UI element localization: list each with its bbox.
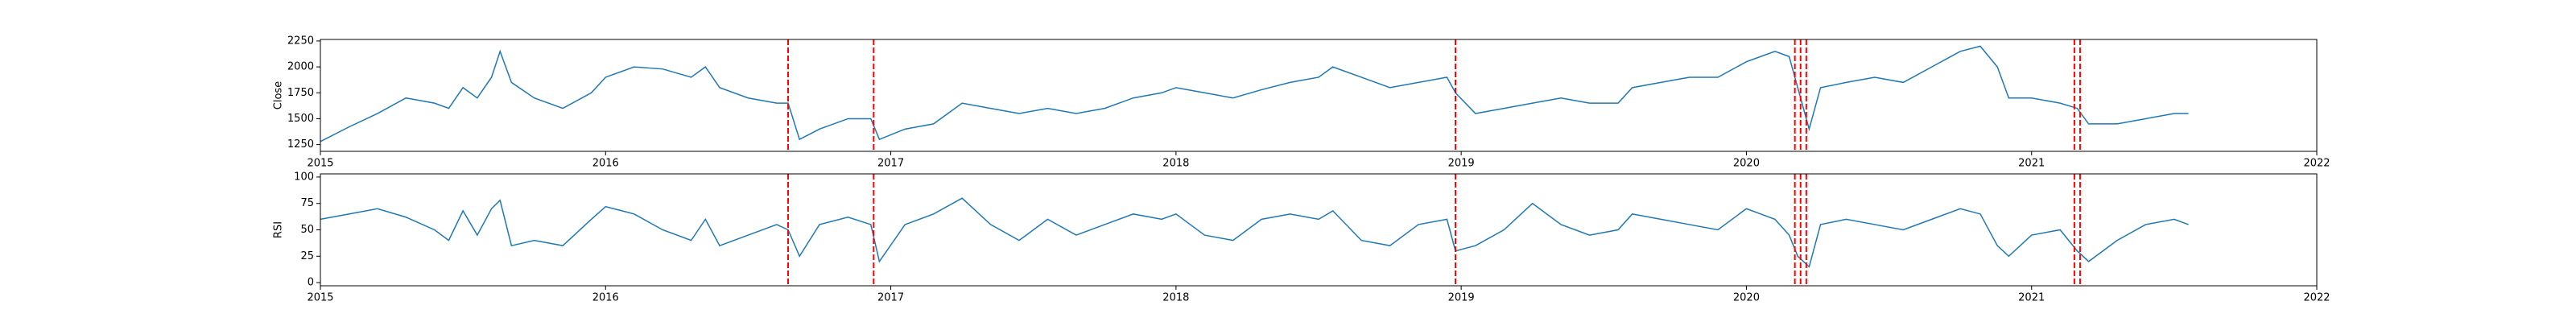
y-tick-label: 2250: [287, 35, 314, 47]
x-tick-label: 2017: [877, 292, 904, 304]
y-tick-label: 1500: [287, 113, 314, 125]
y-tick-label: 75: [300, 197, 314, 209]
x-tick-label: 2018: [1162, 158, 1189, 170]
x-tick-label: 2018: [1162, 292, 1189, 304]
x-tick-label: 2020: [1733, 158, 1760, 170]
x-tick-label: 2021: [2018, 292, 2045, 304]
y-tick-label: 1250: [287, 138, 314, 151]
data-line: [320, 45, 2189, 142]
x-tick-label: 2019: [1448, 158, 1475, 170]
x-tick-label: 2021: [2018, 158, 2045, 170]
x-tick-label: 2019: [1448, 292, 1475, 304]
y-axis-label: Close: [273, 81, 285, 109]
y-tick-label: 100: [294, 171, 314, 183]
x-tick-label: 2015: [307, 292, 333, 304]
y-tick-label: 0: [308, 277, 314, 289]
data-line: [320, 197, 2189, 268]
y-tick-label: 1750: [287, 87, 314, 99]
axes-frame: [320, 39, 2318, 152]
y-tick-label: 50: [300, 224, 314, 236]
y-tick-label: 25: [300, 250, 314, 262]
y-tick-label: 2000: [287, 61, 314, 73]
x-tick-label: 2022: [2303, 158, 2330, 170]
x-tick-label: 2017: [877, 158, 904, 170]
y-axis-label: RSI: [273, 221, 285, 238]
x-tick-label: 2022: [2303, 292, 2330, 304]
axes-frame: [320, 173, 2318, 287]
x-tick-label: 2015: [307, 158, 333, 170]
x-tick-label: 2020: [1733, 292, 1760, 304]
x-tick-label: 2016: [592, 158, 619, 170]
x-tick-label: 2016: [592, 292, 619, 304]
